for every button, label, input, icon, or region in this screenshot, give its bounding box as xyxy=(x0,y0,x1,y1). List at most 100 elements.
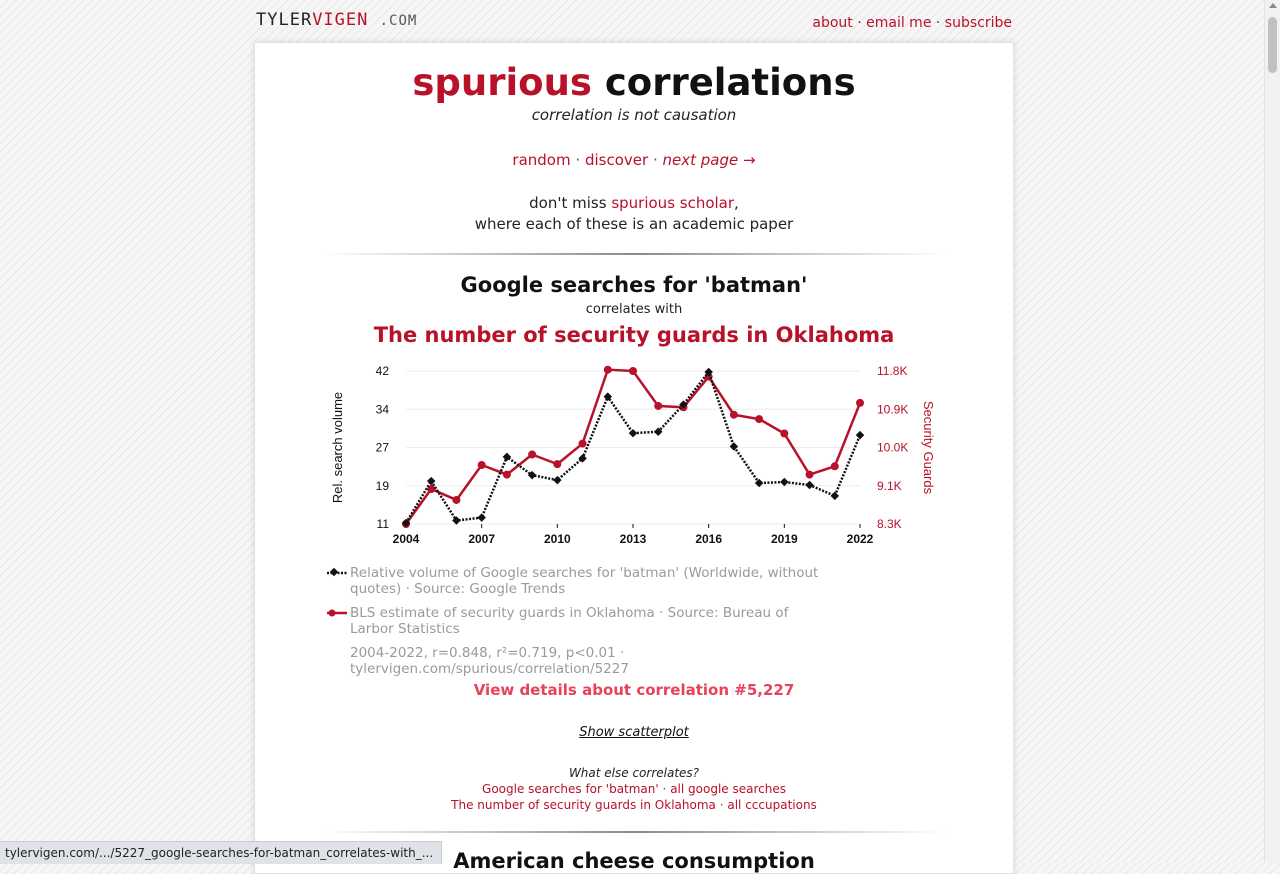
about-link[interactable]: about xyxy=(812,15,853,31)
data-point-batman-searches xyxy=(628,428,638,438)
data-point-batman-searches xyxy=(805,480,814,490)
what-else-row: Google searches for 'batman' · all googl… xyxy=(255,781,1013,797)
correlation-heading: Google searches for 'batman' correlates … xyxy=(255,273,1013,347)
promo-comma: , xyxy=(734,194,739,212)
random-link[interactable]: random xyxy=(512,151,571,169)
y-right-axis-label: Security Guards xyxy=(921,401,936,495)
x-tick-label: 2010 xyxy=(544,532,571,546)
data-point-batman-searches xyxy=(603,392,613,401)
scrollbar-thumb[interactable] xyxy=(1268,17,1277,73)
subscribe-link[interactable]: subscribe xyxy=(944,15,1012,31)
view-details-link[interactable]: View details about correlation #5,227 xyxy=(473,681,795,699)
y-right-tick-label: 9.1K xyxy=(877,479,902,493)
data-point-security-guards xyxy=(856,398,864,407)
data-point-security-guards xyxy=(755,415,764,424)
data-point-security-guards xyxy=(629,367,637,375)
y-left-tick-label: 19 xyxy=(376,479,390,493)
correlation-title: Google searches for 'batman' xyxy=(460,273,808,297)
browser-status-bar: tylervigen.com/.../5227_google-searches-… xyxy=(0,841,443,864)
data-point-security-guards xyxy=(528,450,537,459)
correlates-with-text: correlates with xyxy=(585,302,683,317)
data-point-batman-searches xyxy=(401,518,411,528)
y-left-tick-label: 34 xyxy=(376,402,390,416)
data-point-batman-searches xyxy=(754,478,764,488)
divider xyxy=(321,253,947,255)
nav-separator: · xyxy=(575,151,581,169)
what-else-row: The number of security guards in Oklahom… xyxy=(255,797,1013,813)
page-title: spurious correlations xyxy=(255,61,1013,104)
separator: · xyxy=(719,798,724,812)
data-point-security-guards xyxy=(805,470,814,479)
y-right-tick-label: 8.3K xyxy=(877,517,902,531)
spurious-scholar-link[interactable]: spurious scholar xyxy=(611,194,735,212)
nav-separator: · xyxy=(857,15,862,31)
correlation-subtitle: The number of security guards in Oklahom… xyxy=(373,323,895,347)
correlation-stats: 2004-2022, r=0.848, r²=0.719, p<0.01 · t… xyxy=(350,645,629,677)
x-tick-label: 2013 xyxy=(620,532,647,546)
data-point-batman-searches xyxy=(780,477,789,487)
data-point-batman-searches xyxy=(729,442,739,451)
data-point-security-guards xyxy=(553,460,562,469)
y-right-tick-label: 10.9K xyxy=(877,402,908,416)
data-point-security-guards xyxy=(654,401,663,410)
what-else-heading: What else correlates? xyxy=(568,766,700,780)
logo-text-domain: .COM xyxy=(379,13,418,29)
site-logo[interactable]: TYLERVIGEN .COM xyxy=(256,10,417,30)
data-point-batman-searches xyxy=(553,475,562,485)
separator: · xyxy=(662,782,667,796)
data-point-batman-searches xyxy=(477,513,486,522)
correlation-chart: 42 11.8K 34 10.9K 27 10.0K 19 9.1K 11 8.3K 2004 200… xyxy=(330,364,936,546)
tagline: correlation is not causation xyxy=(531,106,737,124)
nav-separator: · xyxy=(652,151,658,169)
show-scatterplot-button[interactable]: Show scatterplot xyxy=(579,725,689,740)
y-left-tick-label: 11 xyxy=(377,517,390,531)
y-right-tick-label: 11.8K xyxy=(877,364,907,378)
series-line-security-guards xyxy=(404,368,862,525)
all-occupations-link[interactable]: all cccupations xyxy=(727,798,817,812)
page-nav: random · discover · next page → xyxy=(255,151,1013,169)
data-point-batman-searches xyxy=(426,476,436,486)
y-left-tick-label: 27 xyxy=(376,441,390,455)
data-point-batman-searches xyxy=(679,400,688,409)
discover-link[interactable]: discover xyxy=(584,151,649,169)
data-point-security-guards xyxy=(502,470,511,479)
x-tick-label: 2019 xyxy=(771,532,798,546)
promo-line2: where each of these is an academic paper xyxy=(474,215,794,233)
x-tick-label: 2007 xyxy=(468,532,495,546)
security-guards-link[interactable]: The number of security guards in Oklahom… xyxy=(451,798,716,812)
batman-searches-link[interactable]: Google searches for 'batman' xyxy=(482,782,659,796)
data-point-batman-searches xyxy=(704,367,713,377)
dotted-diamond-line-icon xyxy=(327,567,347,577)
x-tick-label: 2022 xyxy=(847,532,874,546)
promo-text: don't miss xyxy=(529,194,607,212)
data-point-security-guards xyxy=(452,495,461,504)
all-google-searches-link[interactable]: all google searches xyxy=(670,782,786,796)
scholar-promo: don't miss spurious scholar, where each … xyxy=(255,193,1013,235)
data-point-batman-searches xyxy=(527,470,537,480)
scroll-up-arrow-icon[interactable] xyxy=(1269,3,1277,8)
data-point-security-guards xyxy=(729,410,738,419)
data-point-security-guards xyxy=(477,460,486,469)
page-scrollbar[interactable] xyxy=(1264,0,1280,863)
logo-text-tyler: TYLER xyxy=(256,10,313,30)
legend-text-guards: BLS estimate of security guards in Oklah… xyxy=(350,605,789,637)
legend-item-guards: BLS estimate of security guards in Oklah… xyxy=(327,605,827,637)
chart-legend: Relative volume of Google searches for '… xyxy=(327,565,827,677)
legend-text-searches: Relative volume of Google searches for '… xyxy=(350,565,819,597)
next-page-link[interactable]: next page → xyxy=(662,151,756,169)
data-point-batman-searches xyxy=(855,430,865,440)
data-point-batman-searches xyxy=(578,454,587,463)
solid-circle-line-icon xyxy=(327,609,347,617)
data-point-security-guards xyxy=(578,439,587,448)
y-right-tick-label: 10.0K xyxy=(877,441,908,455)
title-correlations: correlations xyxy=(604,61,856,104)
y-left-axis-label: Rel. search volume xyxy=(330,392,345,503)
what-else-correlates: What else correlates? Google searches fo… xyxy=(255,765,1013,813)
top-nav: about · email me · subscribe xyxy=(812,15,1012,31)
logo-text-vigen: VIGEN xyxy=(312,10,369,30)
divider xyxy=(321,831,947,833)
data-point-security-guards xyxy=(780,429,789,438)
email-me-link[interactable]: email me xyxy=(866,15,932,31)
data-point-security-guards xyxy=(830,462,839,471)
title-spurious: spurious xyxy=(412,61,592,104)
